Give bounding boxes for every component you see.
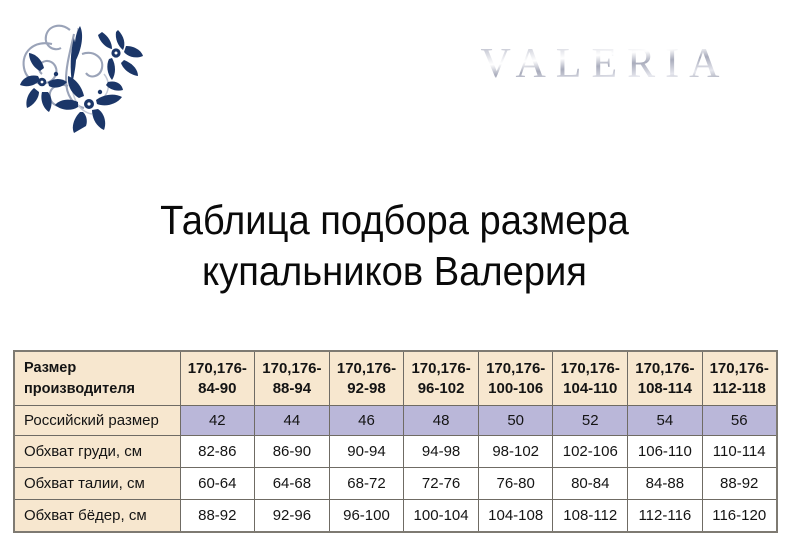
cell-waist-6: 84-88	[627, 467, 703, 500]
cell-russian-size-6: 54	[627, 405, 703, 436]
floral-ornament-logo	[8, 8, 158, 133]
cell-line-top: 170,176-	[709, 359, 769, 377]
row-label-bust: Обхват груди, см	[13, 435, 181, 468]
cell-bust-0: 82-86	[179, 435, 256, 468]
row-label-manufacturer-size: Размер производителя	[13, 350, 181, 406]
cell-line-top: 170,176-	[187, 359, 247, 377]
cell-bust-4: 98-102	[477, 435, 554, 468]
cell-line-top: 170,176-	[486, 359, 546, 377]
cell-manufacturer-size-7: 170,176- 112-118	[701, 350, 778, 406]
cell-hips-7: 116-120	[701, 499, 778, 533]
cell-bust-6: 106-110	[627, 435, 703, 468]
page-header: VALERIA	[0, 0, 789, 150]
cell-manufacturer-size-6: 170,176- 108-114	[627, 350, 703, 406]
cell-waist-3: 72-76	[403, 467, 479, 500]
cell-line-top: 170,176-	[411, 359, 471, 377]
cell-manufacturer-size-2: 170,176- 92-98	[328, 350, 405, 406]
cell-line-bottom: 88-94	[272, 379, 312, 397]
cell-waist-2: 68-72	[328, 467, 405, 500]
cell-russian-size-0: 42	[179, 405, 256, 436]
cell-waist-0: 60-64	[179, 467, 256, 500]
table-row-manufacturer-size: Размер производителя 170,176- 84-90 170,…	[13, 350, 778, 406]
cell-line-top: 170,176-	[635, 359, 695, 377]
cell-russian-size-3: 48	[403, 405, 479, 436]
cell-line-bottom: 84-90	[198, 379, 237, 397]
cell-bust-7: 110-114	[701, 435, 778, 468]
cell-manufacturer-size-5: 170,176- 104-110	[552, 350, 629, 406]
cell-manufacturer-size-0: 170,176- 84-90	[179, 350, 256, 406]
cell-line-bottom: 112-118	[712, 379, 766, 397]
size-chart: Размер производителя 170,176- 84-90 170,…	[13, 350, 778, 533]
size-table: Размер производителя 170,176- 84-90 170,…	[13, 350, 778, 533]
cell-manufacturer-size-3: 170,176- 96-102	[403, 350, 479, 406]
cell-russian-size-1: 44	[254, 405, 330, 436]
cell-bust-3: 94-98	[403, 435, 479, 468]
cell-russian-size-2: 46	[328, 405, 405, 436]
cell-line-bottom: 92-98	[347, 379, 386, 397]
brand-wordmark: VALERIA	[455, 38, 755, 90]
cell-bust-1: 86-90	[254, 435, 330, 468]
cell-bust-2: 90-94	[328, 435, 405, 468]
cell-line-top: 170,176-	[262, 359, 322, 377]
cell-manufacturer-size-4: 170,176- 100-106	[477, 350, 554, 406]
cell-waist-7: 88-92	[701, 467, 778, 500]
page-title: Таблица подбора размера купальников Вале…	[160, 197, 629, 295]
cell-hips-5: 108-112	[552, 499, 629, 533]
row-label-waist: Обхват талии, см	[13, 467, 181, 500]
row-label-hips: Обхват бёдер, см	[13, 499, 181, 533]
cell-hips-1: 92-96	[254, 499, 330, 533]
cell-hips-6: 112-116	[627, 499, 703, 533]
table-row-russian-size: Российский размер 42 44 46 48 50 52 54 5…	[13, 405, 778, 436]
cell-line-bottom: 96-102	[417, 379, 465, 397]
cell-russian-size-5: 52	[552, 405, 629, 436]
cell-hips-4: 104-108	[477, 499, 554, 533]
cell-manufacturer-size-1: 170,176- 88-94	[254, 350, 330, 406]
cell-waist-1: 64-68	[254, 467, 330, 500]
table-row-bust: Обхват груди, см 82-86 86-90 90-94 94-98…	[13, 435, 778, 468]
cell-line-bottom: 100-106	[488, 379, 544, 397]
cell-russian-size-7: 56	[701, 405, 778, 436]
cell-waist-4: 76-80	[477, 467, 554, 500]
table-row-hips: Обхват бёдер, см 88-92 92-96 96-100 100-…	[13, 499, 778, 533]
row-label-russian-size: Российский размер	[13, 405, 181, 436]
cell-hips-3: 100-104	[403, 499, 479, 533]
cell-line-bottom: 104-110	[563, 379, 618, 397]
table-row-waist: Обхват талии, см 60-64 64-68 68-72 72-76…	[13, 467, 778, 500]
cell-line-top: 170,176-	[336, 359, 397, 377]
cell-line-top: 170,176-	[560, 359, 620, 377]
cell-line-bottom: 108-114	[637, 379, 692, 397]
cell-bust-5: 102-106	[552, 435, 629, 468]
cell-russian-size-4: 50	[477, 405, 554, 436]
cell-waist-5: 80-84	[552, 467, 629, 500]
cell-hips-0: 88-92	[179, 499, 256, 533]
cell-hips-2: 96-100	[328, 499, 405, 533]
